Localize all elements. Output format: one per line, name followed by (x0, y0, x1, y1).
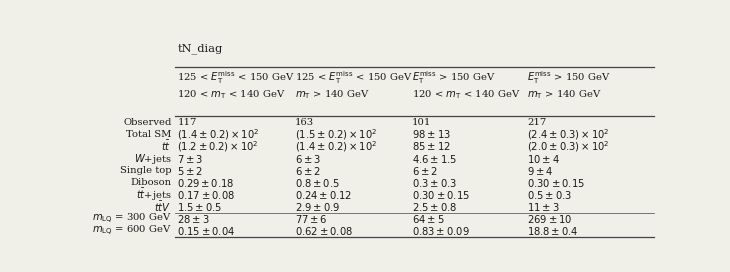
Text: $11 \pm 3$: $11 \pm 3$ (527, 201, 560, 213)
Text: $2.5 \pm 0.8$: $2.5 \pm 0.8$ (412, 201, 457, 213)
Text: Total SM: Total SM (126, 130, 172, 139)
Text: $0.3 \pm 0.3$: $0.3 \pm 0.3$ (412, 177, 457, 189)
Text: $6 \pm 2$: $6 \pm 2$ (412, 165, 438, 177)
Text: $W$+jets: $W$+jets (134, 152, 172, 166)
Text: 163: 163 (295, 118, 314, 126)
Text: Single top: Single top (120, 166, 172, 175)
Text: $t\bar{t}V$: $t\bar{t}V$ (154, 200, 172, 214)
Text: $E_{\mathrm{T}}^{\mathrm{miss}}$ > 150 GeV
$m_{\mathrm{T}}$ > 140 GeV: $E_{\mathrm{T}}^{\mathrm{miss}}$ > 150 G… (527, 69, 611, 101)
Text: $(2.0 \pm 0.3) \times 10^{2}$: $(2.0 \pm 0.3) \times 10^{2}$ (527, 139, 610, 154)
Text: tN_diag: tN_diag (178, 43, 223, 54)
Text: $0.15 \pm 0.04$: $0.15 \pm 0.04$ (177, 225, 235, 237)
Text: $7 \pm 3$: $7 \pm 3$ (177, 153, 204, 165)
Text: $1.5 \pm 0.5$: $1.5 \pm 0.5$ (177, 201, 223, 213)
Text: $6 \pm 3$: $6 \pm 3$ (295, 153, 320, 165)
Text: 117: 117 (177, 118, 196, 126)
Text: $m_{\mathrm{LQ}}$ = 300 GeV: $m_{\mathrm{LQ}}$ = 300 GeV (92, 212, 172, 226)
Text: $E_{\mathrm{T}}^{\mathrm{miss}}$ > 150 GeV
120 < $m_{\mathrm{T}}$ < 140 GeV: $E_{\mathrm{T}}^{\mathrm{miss}}$ > 150 G… (412, 69, 520, 101)
Text: $0.17 \pm 0.08$: $0.17 \pm 0.08$ (177, 189, 235, 201)
Text: $(1.5 \pm 0.2) \times 10^{2}$: $(1.5 \pm 0.2) \times 10^{2}$ (295, 127, 377, 142)
Text: $10 \pm 4$: $10 \pm 4$ (527, 153, 560, 165)
Text: 125 < $E_{\mathrm{T}}^{\mathrm{miss}}$ < 150 GeV
120 < $m_{\mathrm{T}}$ < 140 Ge: 125 < $E_{\mathrm{T}}^{\mathrm{miss}}$ <… (177, 69, 295, 101)
Text: $0.30 \pm 0.15$: $0.30 \pm 0.15$ (527, 177, 585, 189)
Text: $2.9 \pm 0.9$: $2.9 \pm 0.9$ (295, 201, 340, 213)
Text: $(2.4 \pm 0.3) \times 10^{2}$: $(2.4 \pm 0.3) \times 10^{2}$ (527, 127, 610, 142)
Text: $85 \pm 12$: $85 \pm 12$ (412, 140, 450, 152)
Text: Observed: Observed (123, 118, 172, 126)
Text: 101: 101 (412, 118, 431, 126)
Text: $(1.2 \pm 0.2) \times 10^{2}$: $(1.2 \pm 0.2) \times 10^{2}$ (177, 139, 259, 154)
Text: $0.83 \pm 0.09$: $0.83 \pm 0.09$ (412, 225, 470, 237)
Text: $4.6 \pm 1.5$: $4.6 \pm 1.5$ (412, 153, 457, 165)
Text: $0.24 \pm 0.12$: $0.24 \pm 0.12$ (295, 189, 352, 201)
Text: $18.8 \pm 0.4$: $18.8 \pm 0.4$ (527, 225, 579, 237)
Text: $77 \pm 6$: $77 \pm 6$ (295, 213, 327, 225)
Text: $m_{\mathrm{LQ}}$ = 600 GeV: $m_{\mathrm{LQ}}$ = 600 GeV (92, 224, 172, 239)
Text: 217: 217 (527, 118, 546, 126)
Text: $(1.4 \pm 0.2) \times 10^{2}$: $(1.4 \pm 0.2) \times 10^{2}$ (177, 127, 259, 142)
Text: $0.62 \pm 0.08$: $0.62 \pm 0.08$ (295, 225, 353, 237)
Text: 125 < $E_{\mathrm{T}}^{\mathrm{miss}}$ < 150 GeV
$m_{\mathrm{T}}$ > 140 GeV: 125 < $E_{\mathrm{T}}^{\mathrm{miss}}$ <… (295, 69, 412, 101)
Text: $5 \pm 2$: $5 \pm 2$ (177, 165, 203, 177)
Text: $64 \pm 5$: $64 \pm 5$ (412, 213, 445, 225)
Text: $0.29 \pm 0.18$: $0.29 \pm 0.18$ (177, 177, 234, 189)
Text: $269 \pm 10$: $269 \pm 10$ (527, 213, 572, 225)
Text: $28 \pm 3$: $28 \pm 3$ (177, 213, 210, 225)
Text: Diboson: Diboson (131, 178, 172, 187)
Text: $0.30 \pm 0.15$: $0.30 \pm 0.15$ (412, 189, 470, 201)
Text: $(1.4 \pm 0.2) \times 10^{2}$: $(1.4 \pm 0.2) \times 10^{2}$ (295, 139, 377, 154)
Text: $0.8 \pm 0.5$: $0.8 \pm 0.5$ (295, 177, 339, 189)
Text: $0.5 \pm 0.3$: $0.5 \pm 0.3$ (527, 189, 572, 201)
Text: $t\bar{t}$+jets: $t\bar{t}$+jets (136, 187, 172, 203)
Text: $98 \pm 13$: $98 \pm 13$ (412, 128, 451, 140)
Text: $t\bar{t}$: $t\bar{t}$ (161, 139, 172, 153)
Text: $6 \pm 2$: $6 \pm 2$ (295, 165, 320, 177)
Text: $9 \pm 4$: $9 \pm 4$ (527, 165, 553, 177)
